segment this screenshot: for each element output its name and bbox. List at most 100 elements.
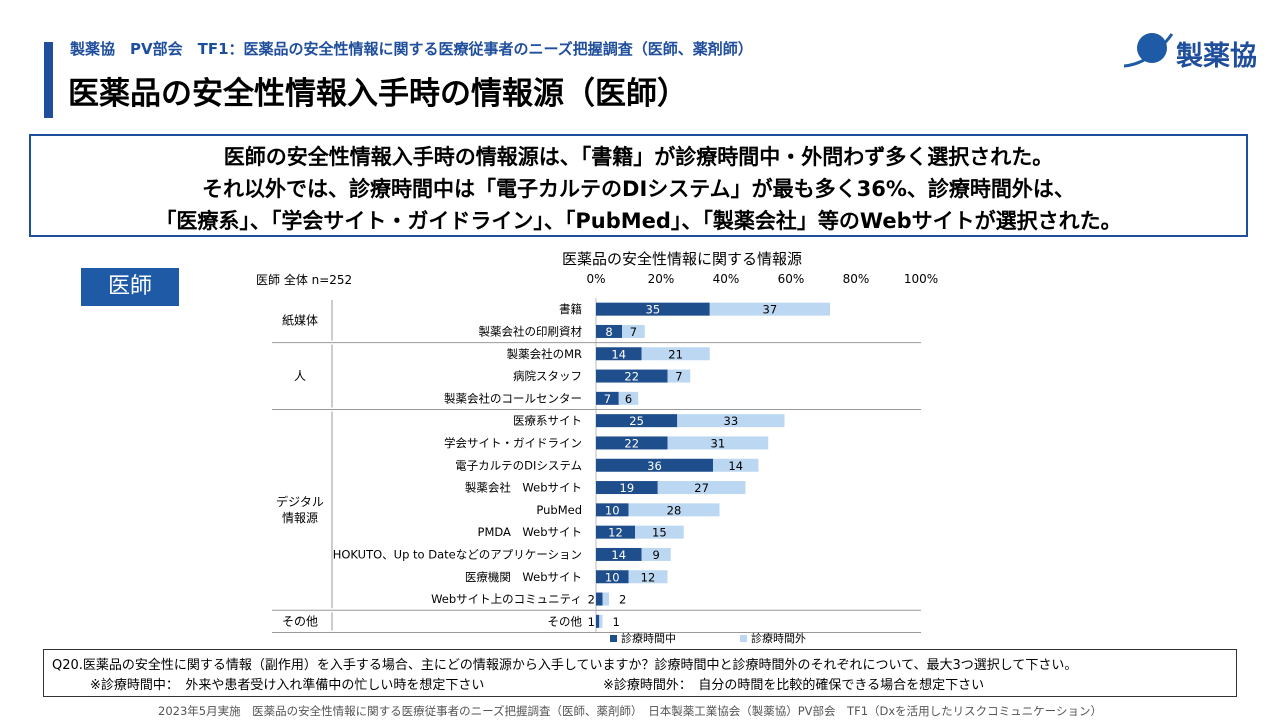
bar-outside-hours xyxy=(599,614,603,628)
data-label-during: 10 xyxy=(605,503,620,517)
data-label-during: 19 xyxy=(620,481,635,495)
logo-swoosh-icon xyxy=(1123,33,1174,68)
category-label: HOKUTO、Up to Dateなどのアプリケーション xyxy=(333,547,582,561)
bar-during-hours xyxy=(596,547,642,561)
category-label: PubMed xyxy=(536,503,582,517)
category-label: 病院スタッフ xyxy=(513,369,582,383)
category-label: 製薬会社 Webサイト xyxy=(465,481,582,495)
data-label-during: 22 xyxy=(624,436,639,450)
bar-outside-hours xyxy=(602,592,609,606)
bar-during-hours xyxy=(596,414,678,428)
group-label: 人 xyxy=(294,369,306,383)
data-label-outside: 7 xyxy=(675,370,682,384)
bar-during-hours xyxy=(596,391,619,405)
legend-swatch-during xyxy=(610,635,617,642)
bar-during-hours xyxy=(596,369,668,383)
bar-outside-hours xyxy=(641,347,710,361)
data-label-during: 14 xyxy=(611,347,626,361)
data-label-outside: 1 xyxy=(613,615,620,629)
x-tick-label: 40% xyxy=(713,272,740,286)
bar-outside-hours xyxy=(635,525,684,539)
data-label-during: 25 xyxy=(629,414,644,428)
data-label-outside: 28 xyxy=(667,503,682,517)
jpma-logo xyxy=(1123,33,1174,68)
bar-outside-hours xyxy=(628,570,668,584)
page-subtitle: 製薬協 PV部会 TF1：医薬品の安全性情報に関する医療従事者のニーズ把握調査（… xyxy=(70,40,753,58)
data-label-during: 36 xyxy=(647,459,662,473)
note-during-hours: ※診療時間中： 外来や患者受け入れ準備中の忙しい時を想定下さい xyxy=(90,678,485,693)
data-label-during: 35 xyxy=(646,303,661,317)
bar-outside-hours xyxy=(677,414,785,428)
x-tick-label: 0% xyxy=(586,272,605,286)
question-text: Q20.医薬品の安全性に関する情報（副作用）を入手する場合、主にどの情報源から入… xyxy=(52,658,1078,673)
data-label-outside: 7 xyxy=(630,325,637,339)
title-accent-bar xyxy=(44,42,53,118)
x-tick-label: 60% xyxy=(778,272,805,286)
data-label-outside: 6 xyxy=(625,392,632,406)
bar-during-hours xyxy=(596,458,713,472)
bar-during-hours xyxy=(596,570,629,584)
bar-during-hours xyxy=(596,525,635,539)
category-label: 電子カルテのDIシステム xyxy=(455,458,582,472)
data-label-during: 22 xyxy=(624,370,639,384)
category-label: Webサイト上のコミュニティ xyxy=(431,592,582,606)
note-outside-hours: ※診療時間外： 自分の時間を比較的確保できる場合を想定下さい xyxy=(603,678,985,693)
logo-globe-icon xyxy=(1137,33,1167,63)
category-label: 医療機関 Webサイト xyxy=(465,570,582,584)
x-tick-label: 100% xyxy=(904,272,938,286)
data-label-during: 7 xyxy=(604,392,611,406)
bar-outside-hours xyxy=(709,302,830,316)
data-label-outside: 15 xyxy=(652,526,667,540)
bar-outside-hours xyxy=(713,458,759,472)
data-label-during: 14 xyxy=(611,548,626,562)
data-label-outside: 33 xyxy=(724,414,739,428)
bar-during-hours xyxy=(596,614,600,628)
bar-outside-hours xyxy=(628,503,720,517)
bar-outside-hours xyxy=(667,369,691,383)
category-label: 製薬会社のコールセンター xyxy=(444,391,582,405)
bar-outside-hours xyxy=(657,481,746,495)
category-label: 学会サイト・ガイドライン xyxy=(444,436,582,450)
bar-outside-hours xyxy=(667,436,769,450)
data-label-outside: 9 xyxy=(652,548,659,562)
bar-outside-hours xyxy=(622,324,645,338)
bar-during-hours xyxy=(596,503,629,517)
group-label: 紙媒体 xyxy=(282,312,318,327)
data-label-during: 2 xyxy=(588,593,595,607)
category-label: PMDA Webサイト xyxy=(478,525,582,539)
data-label-outside: 2 xyxy=(619,593,626,607)
chart-title: 医薬品の安全性情報に関する情報源 xyxy=(562,250,803,268)
sample-size-label: 医師 全体 n=252 xyxy=(256,273,353,287)
bar-during-hours xyxy=(596,436,668,450)
data-label-outside: 27 xyxy=(694,481,709,495)
legend-swatch-outside xyxy=(740,635,747,642)
data-label-outside: 12 xyxy=(641,570,656,584)
bar-during-hours xyxy=(596,481,658,495)
summary-line-3: 「医療系」、「学会サイト・ガイドライン」、「PubMed」、「製薬会社」等のWe… xyxy=(155,209,1122,233)
category-label: 製薬会社の印刷資材 xyxy=(479,324,583,338)
group-label: デジタル xyxy=(276,494,324,509)
summary-line-2: それ以外では、診療時間中は「電子カルテのDIシステム」が最も多く36%、診療時間… xyxy=(202,177,1075,201)
question-box: Q20.医薬品の安全性に関する情報（副作用）を入手する場合、主にどの情報源から入… xyxy=(43,649,1237,697)
category-label: 製薬会社のMR xyxy=(507,347,582,361)
summary-line-1: 医師の安全性情報入手時の情報源は、「書籍」が診療時間中・外問わず多く選択された。 xyxy=(223,145,1054,169)
bar-during-hours xyxy=(596,347,642,361)
data-label-outside: 21 xyxy=(668,347,683,361)
bar-outside-hours xyxy=(641,547,671,561)
data-label-during: 1 xyxy=(588,615,595,629)
logo-text: 製薬協 xyxy=(1176,41,1257,72)
bar-during-hours xyxy=(596,324,622,338)
category-label: 書籍 xyxy=(559,302,582,316)
data-label-during: 10 xyxy=(605,570,620,584)
page-title: 医薬品の安全性情報入手時の情報源（医師） xyxy=(68,76,688,112)
data-label-outside: 31 xyxy=(711,436,726,450)
group-label: その他 xyxy=(282,614,318,628)
footer-source: 2023年5月実施 医薬品の安全性情報に関する医療従事者のニーズ把握調査（医師、… xyxy=(158,704,1102,718)
legend-label-during: 診療時間中 xyxy=(621,631,676,645)
respondent-badge: 医師 xyxy=(81,268,179,306)
legend-label-outside: 診療時間外 xyxy=(751,631,806,645)
category-label: 医療系サイト xyxy=(513,414,582,428)
group-label: 情報源 xyxy=(282,511,318,525)
bar-during-hours xyxy=(596,592,603,606)
